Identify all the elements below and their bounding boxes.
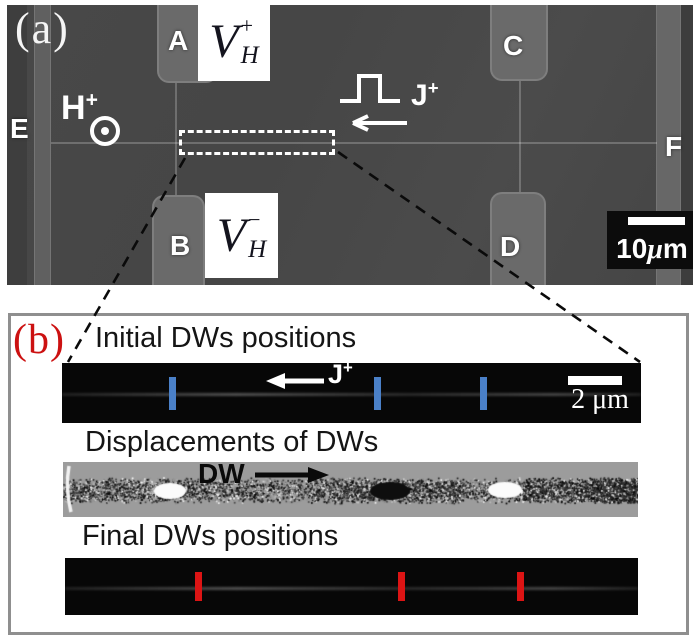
nanowire-glow bbox=[65, 587, 638, 590]
current-pulse-icon bbox=[340, 74, 407, 132]
v-symbol: V bbox=[216, 208, 247, 262]
displacement-strip-image: DW bbox=[63, 462, 638, 517]
scale-bar bbox=[628, 217, 685, 225]
field-out-of-plane-icon bbox=[90, 116, 120, 146]
final-positions-title: Final DWs positions bbox=[82, 520, 339, 552]
current-direction-arrow bbox=[266, 373, 324, 389]
electrode-label-a: A bbox=[168, 25, 189, 56]
hall-voltage-positive-label: V + H bbox=[198, 5, 270, 81]
sem-image-panel: (a) A B C D E F V + H V − H H+ bbox=[7, 5, 693, 285]
v-subscript: H bbox=[248, 235, 267, 263]
electrode-label-c: C bbox=[503, 30, 524, 61]
v-superscript: − bbox=[248, 206, 261, 232]
dw-label: DW bbox=[198, 462, 245, 489]
electrode-label-e: E bbox=[10, 113, 29, 144]
initial-dw-marker bbox=[479, 377, 487, 410]
v-subscript: H bbox=[240, 42, 259, 69]
panel-a-label: (a) bbox=[15, 5, 70, 53]
electrode-c-pad bbox=[490, 5, 548, 81]
electrode-label-b: B bbox=[170, 230, 191, 261]
field-dot-icon bbox=[101, 127, 109, 135]
initial-dw-marker bbox=[373, 377, 381, 410]
sem-left-shade bbox=[7, 5, 27, 285]
scale-bar bbox=[568, 376, 622, 385]
hall-cross-left bbox=[175, 81, 177, 195]
hall-cross-right bbox=[519, 79, 521, 192]
final-dw-marker bbox=[194, 572, 202, 601]
kerr-contrast-image bbox=[63, 462, 638, 517]
displacements-title: Displacements of DWs bbox=[85, 426, 379, 458]
electrode-e-bar bbox=[34, 5, 51, 285]
electrode-label-d: D bbox=[500, 231, 521, 262]
final-strip-image bbox=[65, 558, 638, 615]
v-superscript: + bbox=[240, 13, 254, 38]
initial-dw-marker bbox=[168, 377, 176, 410]
final-dw-marker bbox=[516, 572, 524, 601]
v-symbol: V bbox=[209, 15, 239, 68]
dw-motion-arrow bbox=[255, 467, 329, 483]
initial-strip-image: J+ 2 μm bbox=[62, 363, 641, 423]
nanowire-glow bbox=[62, 393, 641, 396]
field-label: H+ bbox=[61, 88, 98, 127]
initial-positions-title: Initial DWs positions bbox=[95, 322, 357, 354]
electrode-label-f: F bbox=[665, 131, 683, 162]
nanowire-horizontal bbox=[51, 142, 657, 144]
kerr-panel: (b) Initial DWs positions J+ 2 μm Displa… bbox=[8, 313, 689, 635]
final-dw-marker bbox=[397, 572, 405, 601]
current-label: J+ bbox=[411, 77, 439, 112]
panel-b-label: (b) bbox=[13, 317, 65, 363]
current-label: J+ bbox=[328, 363, 353, 389]
scale-bar-label: 10μm bbox=[616, 233, 688, 265]
roi-dashed-box bbox=[179, 130, 335, 155]
scale-bar-label: 2 μm bbox=[571, 384, 629, 415]
hall-voltage-negative-label: V − H bbox=[205, 193, 278, 278]
